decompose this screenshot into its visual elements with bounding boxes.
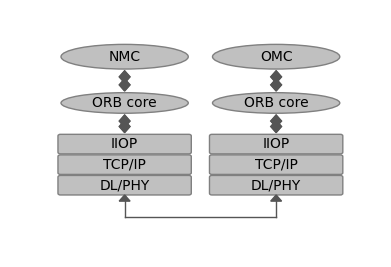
FancyBboxPatch shape	[210, 134, 343, 154]
Text: ORB core: ORB core	[92, 96, 157, 110]
FancyBboxPatch shape	[210, 155, 343, 174]
Ellipse shape	[61, 93, 188, 113]
Polygon shape	[271, 115, 282, 127]
FancyBboxPatch shape	[58, 175, 191, 195]
Text: OMC: OMC	[260, 50, 292, 64]
Ellipse shape	[61, 44, 188, 69]
Text: TCP/IP: TCP/IP	[255, 158, 298, 172]
FancyBboxPatch shape	[58, 134, 191, 154]
Text: TCP/IP: TCP/IP	[103, 158, 146, 172]
Ellipse shape	[213, 93, 340, 113]
Polygon shape	[271, 71, 282, 83]
Ellipse shape	[213, 44, 340, 69]
Polygon shape	[119, 71, 130, 83]
Polygon shape	[271, 79, 282, 91]
Text: ORB core: ORB core	[244, 96, 308, 110]
Polygon shape	[119, 79, 130, 91]
Polygon shape	[119, 120, 130, 133]
Text: DL/PHY: DL/PHY	[99, 178, 150, 192]
Text: IIOP: IIOP	[262, 137, 290, 151]
Polygon shape	[119, 115, 130, 127]
Text: IIOP: IIOP	[111, 137, 138, 151]
Polygon shape	[271, 120, 282, 133]
FancyBboxPatch shape	[210, 175, 343, 195]
FancyBboxPatch shape	[58, 155, 191, 174]
Text: NMC: NMC	[109, 50, 141, 64]
Polygon shape	[271, 195, 282, 201]
Polygon shape	[119, 195, 130, 201]
Text: DL/PHY: DL/PHY	[251, 178, 301, 192]
